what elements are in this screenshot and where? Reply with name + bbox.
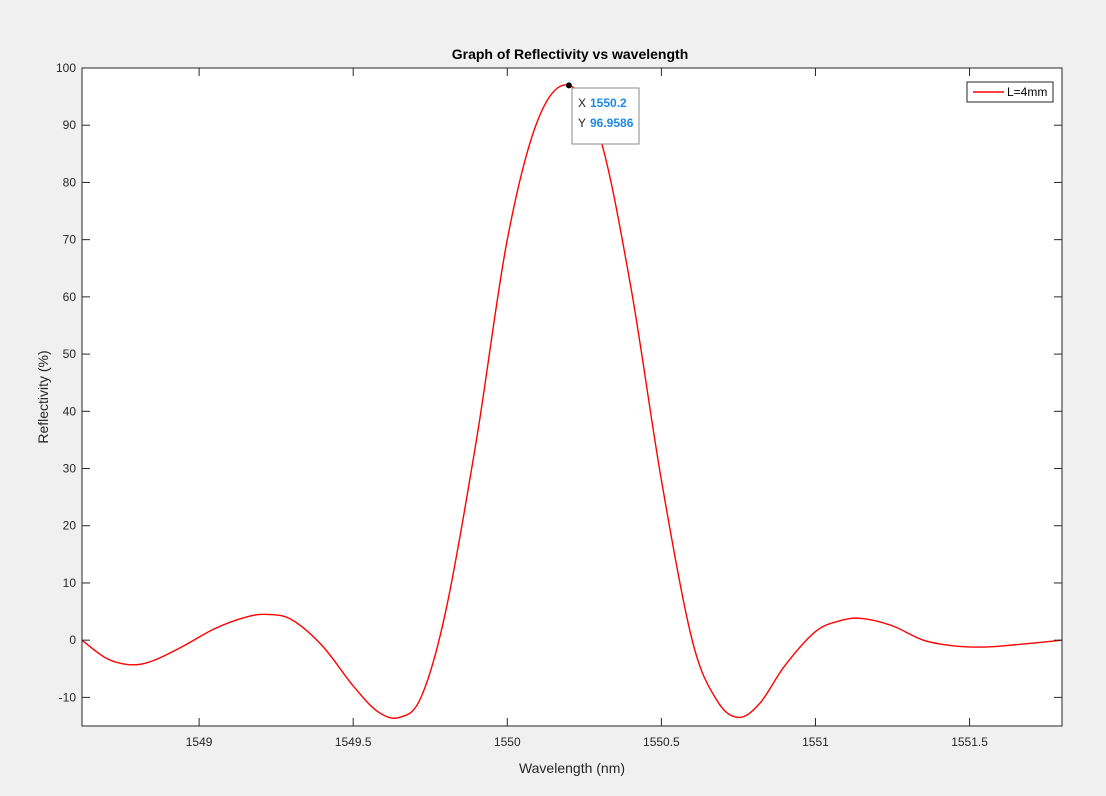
y-tick-label: 20 bbox=[63, 519, 77, 533]
y-tick-label: 60 bbox=[63, 290, 77, 304]
x-tick-label: 1551 bbox=[802, 735, 829, 749]
y-tick-label: 70 bbox=[63, 233, 77, 247]
x-axis-label: Wavelength (nm) bbox=[519, 760, 625, 776]
axes-box bbox=[81, 67, 1063, 727]
datatip-x-key: X bbox=[578, 96, 586, 110]
legend[interactable]: L=4mm bbox=[966, 81, 1054, 103]
y-tick-label: 10 bbox=[63, 576, 77, 590]
y-tick-label: -10 bbox=[59, 690, 77, 704]
axes-background bbox=[82, 68, 1062, 726]
datatip-marker[interactable] bbox=[565, 82, 572, 89]
x-tick-label: 1551.5 bbox=[951, 735, 988, 749]
datatip[interactable]: X 1550.2 Y 96.9586 bbox=[571, 87, 640, 145]
chart-title: Graph of Reflectivity vs wavelength bbox=[452, 46, 689, 62]
y-tick-label: 30 bbox=[63, 462, 77, 476]
datatip-y-value: 96.9586 bbox=[590, 116, 634, 130]
x-tick-label: 1550 bbox=[494, 735, 521, 749]
x-tick-label: 1549 bbox=[186, 735, 213, 749]
legend-entry-label: L=4mm bbox=[1007, 85, 1047, 99]
y-tick-label: 0 bbox=[69, 633, 76, 647]
y-tick-label: 90 bbox=[63, 118, 77, 132]
x-tick-label: 1550.5 bbox=[643, 735, 680, 749]
y-tick-label: 40 bbox=[63, 404, 77, 418]
legend-box bbox=[966, 81, 1054, 103]
y-axis-label: Reflectivity (%) bbox=[35, 350, 51, 443]
datatip-box bbox=[571, 87, 640, 145]
y-tick-label: 100 bbox=[56, 61, 76, 75]
x-tick-label: 1549.5 bbox=[335, 735, 372, 749]
datatip-x-value: 1550.2 bbox=[590, 96, 627, 110]
series-line-0[interactable] bbox=[81, 84, 1063, 719]
y-tick-label: 80 bbox=[63, 175, 77, 189]
datatip-y-key: Y bbox=[578, 116, 586, 130]
y-tick-label: 50 bbox=[63, 347, 77, 361]
